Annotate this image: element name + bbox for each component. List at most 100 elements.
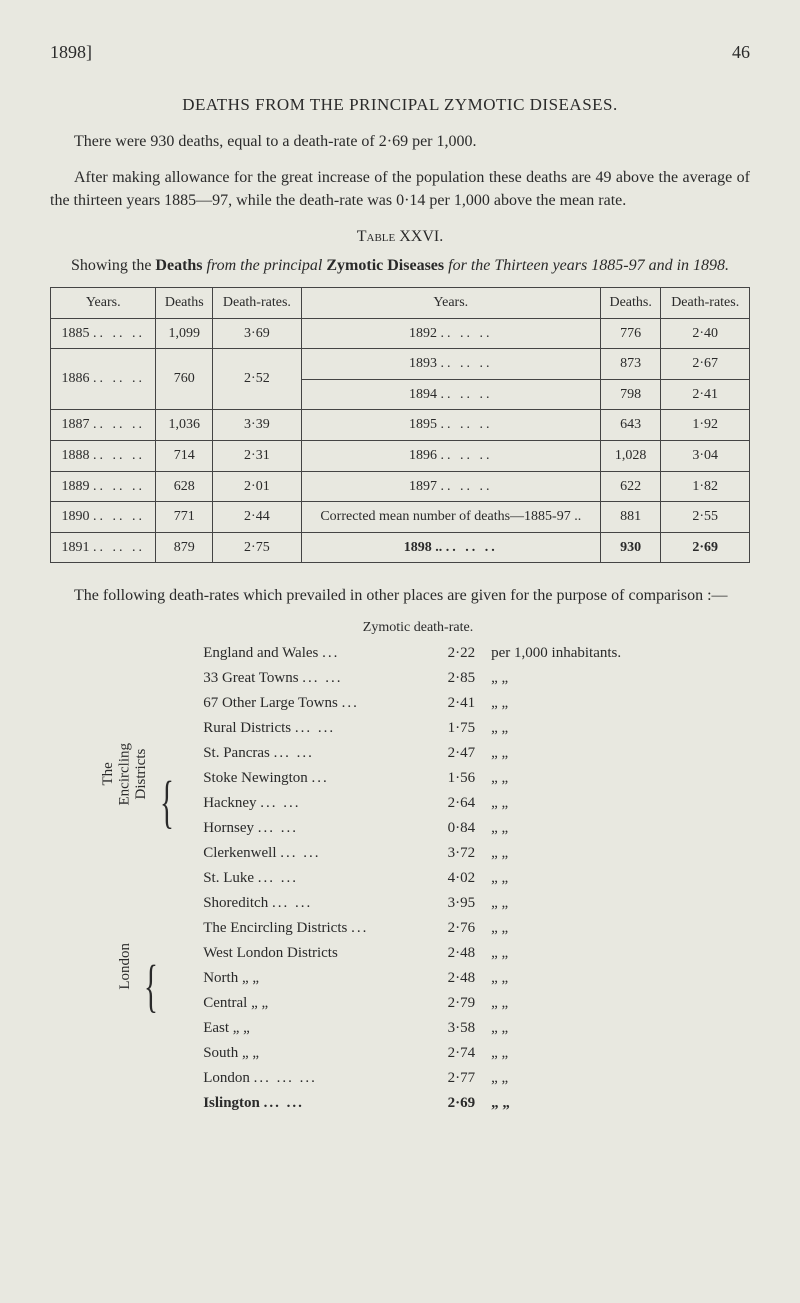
rates-block: Zymotic death-rate. England and Wales ..… bbox=[86, 618, 750, 1117]
rate-per: per 1,000 inhabitants. bbox=[483, 641, 697, 666]
rate-per: „ „ bbox=[483, 916, 697, 941]
rate-value: 3·95 bbox=[420, 891, 483, 916]
cell-rate-left: 3·39 bbox=[213, 410, 302, 441]
rate-label: Central „ „ bbox=[195, 991, 420, 1016]
list-item: 67 Other Large Towns ...2·41„ „ bbox=[86, 691, 697, 716]
th-years-right: Years. bbox=[301, 287, 600, 318]
table-row: 1886 .. .. ..7602·521893 .. .. ..8732·67 bbox=[51, 349, 750, 380]
rate-per: „ „ bbox=[483, 816, 697, 841]
cell-deaths-left: 714 bbox=[156, 440, 213, 471]
cell-deaths-right: 930 bbox=[600, 532, 661, 563]
rates-header: Zymotic death-rate. bbox=[86, 618, 750, 638]
encircling-brace-label: TheEncirclingDistricts { bbox=[86, 741, 195, 916]
th-deaths-left: Deaths bbox=[156, 287, 213, 318]
cell-year-left: 1888 .. .. .. bbox=[51, 440, 156, 471]
rate-per: „ „ bbox=[483, 1016, 697, 1041]
cell-rate-right: 3·04 bbox=[661, 440, 750, 471]
rate-label: South „ „ bbox=[195, 1041, 420, 1066]
cell-rate-left: 2·01 bbox=[213, 471, 302, 502]
rate-label: St. Pancras ... ... bbox=[195, 741, 420, 766]
rate-per: „ „ bbox=[483, 716, 697, 741]
cell-year-right: 1895 .. .. .. bbox=[301, 410, 600, 441]
rate-label: West London Districts bbox=[195, 941, 420, 966]
cell-year-left: 1889 .. .. .. bbox=[51, 471, 156, 502]
cell-year-right: Corrected mean number of deaths—1885-97 … bbox=[301, 502, 600, 533]
cell-year-left: 1891 .. .. .. bbox=[51, 532, 156, 563]
rate-value: 2·69 bbox=[420, 1091, 483, 1116]
cell-deaths-right: 622 bbox=[600, 471, 661, 502]
cell-deaths-left: 879 bbox=[156, 532, 213, 563]
rate-value: 2·85 bbox=[420, 666, 483, 691]
th-rates-right: Death-rates. bbox=[661, 287, 750, 318]
rate-value: 2·79 bbox=[420, 991, 483, 1016]
cell-year-right: 1897 .. .. .. bbox=[301, 471, 600, 502]
cell-year-right: 1896 .. .. .. bbox=[301, 440, 600, 471]
list-item: 33 Great Towns ... ...2·85„ „ bbox=[86, 666, 697, 691]
paragraph-2: After making allowance for the great inc… bbox=[50, 167, 750, 212]
spacer bbox=[86, 641, 195, 666]
subcaption-pre: Showing the bbox=[71, 257, 155, 274]
cell-rate-right: 2·41 bbox=[661, 379, 750, 410]
header-year: 1898] bbox=[50, 40, 92, 65]
table-caption: Table XXVI. bbox=[50, 226, 750, 248]
subcaption-mid1: from the principal bbox=[203, 257, 327, 274]
rate-value: 4·02 bbox=[420, 866, 483, 891]
cell-deaths-left: 628 bbox=[156, 471, 213, 502]
cell-deaths-right: 873 bbox=[600, 349, 661, 380]
cell-year-left: 1887 .. .. .. bbox=[51, 410, 156, 441]
rate-label: Hornsey ... ... bbox=[195, 816, 420, 841]
cell-year-left: 1890 .. .. .. bbox=[51, 502, 156, 533]
rate-label: St. Luke ... ... bbox=[195, 866, 420, 891]
cell-rate-left: 2·44 bbox=[213, 502, 302, 533]
cell-deaths-right: 1,028 bbox=[600, 440, 661, 471]
cell-deaths-right: 776 bbox=[600, 318, 661, 349]
cell-deaths-left: 1,099 bbox=[156, 318, 213, 349]
cell-deaths-right: 881 bbox=[600, 502, 661, 533]
cell-year-right: 1892 .. .. .. bbox=[301, 318, 600, 349]
rate-label: The Encircling Districts ... bbox=[195, 916, 420, 941]
spacer bbox=[86, 691, 195, 716]
cell-year-right: 1898 .. .. .. .. bbox=[301, 532, 600, 563]
table-row: 1889 .. .. ..6282·011897 .. .. ..6221·82 bbox=[51, 471, 750, 502]
cell-year-left: 1886 .. .. .. bbox=[51, 349, 156, 410]
table-subcaption: Showing the Deaths from the principal Zy… bbox=[50, 255, 750, 277]
spacer bbox=[86, 1091, 195, 1116]
rate-label: England and Wales ... bbox=[195, 641, 420, 666]
subcaption-deaths: Deaths bbox=[155, 257, 202, 274]
cell-rate-right: 2·55 bbox=[661, 502, 750, 533]
cell-rate-left: 2·52 bbox=[213, 349, 302, 410]
cell-deaths-left: 771 bbox=[156, 502, 213, 533]
rate-value: 2·47 bbox=[420, 741, 483, 766]
list-item: The Encircling Districts ...2·76„ „ bbox=[86, 916, 697, 941]
list-item: TheEncirclingDistricts {St. Pancras ... … bbox=[86, 741, 697, 766]
table-row: 1891 .. .. ..8792·751898 .. .. .. ..9302… bbox=[51, 532, 750, 563]
rate-label: Shoreditch ... ... bbox=[195, 891, 420, 916]
rate-label: Hackney ... ... bbox=[195, 791, 420, 816]
rate-per: „ „ bbox=[483, 1066, 697, 1091]
rate-value: 2·22 bbox=[420, 641, 483, 666]
table-row: 1890 .. .. ..7712·44Corrected mean numbe… bbox=[51, 502, 750, 533]
spacer bbox=[86, 716, 195, 741]
cell-rate-right: 2·40 bbox=[661, 318, 750, 349]
rate-per: „ „ bbox=[483, 991, 697, 1016]
paragraph-1: There were 930 deaths, equal to a death-… bbox=[50, 131, 750, 153]
list-item: Rural Districts ... ...1·75„ „ bbox=[86, 716, 697, 741]
subcaption-mid2: for the Thirteen years 1885-97 and in 18… bbox=[444, 257, 729, 274]
subcaption-zymotic: Zymotic Diseases bbox=[326, 257, 444, 274]
cell-year-right: 1893 .. .. .. bbox=[301, 349, 600, 380]
cell-deaths-left: 760 bbox=[156, 349, 213, 410]
rate-value: 1·56 bbox=[420, 766, 483, 791]
rate-label: Islington ... ... bbox=[195, 1091, 420, 1116]
rate-per: „ „ bbox=[483, 866, 697, 891]
spacer bbox=[86, 666, 195, 691]
rate-value: 2·64 bbox=[420, 791, 483, 816]
rate-per: „ „ bbox=[483, 841, 697, 866]
rate-per: „ „ bbox=[483, 1041, 697, 1066]
rate-value: 1·75 bbox=[420, 716, 483, 741]
cell-deaths-left: 1,036 bbox=[156, 410, 213, 441]
rate-value: 0·84 bbox=[420, 816, 483, 841]
rate-label: East „ „ bbox=[195, 1016, 420, 1041]
th-deaths-right: Deaths. bbox=[600, 287, 661, 318]
rate-per: „ „ bbox=[483, 941, 697, 966]
rate-value: 2·74 bbox=[420, 1041, 483, 1066]
